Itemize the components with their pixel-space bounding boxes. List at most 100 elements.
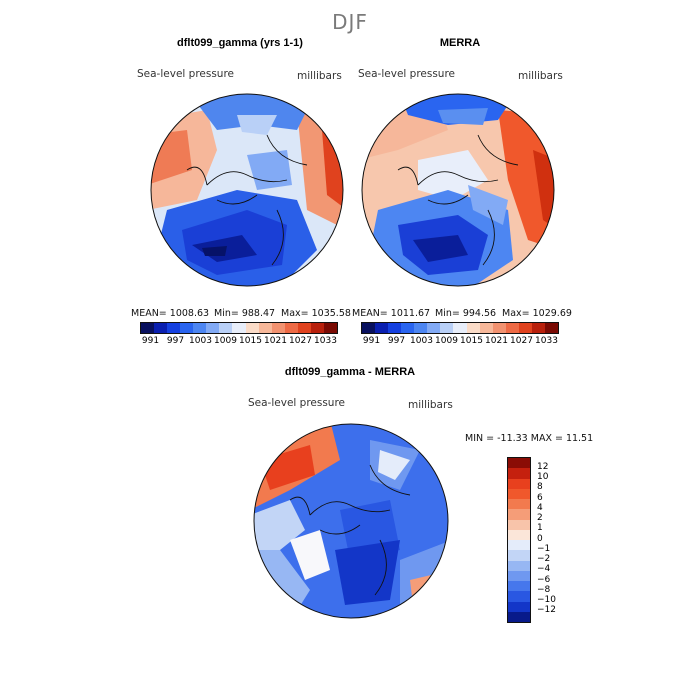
colorbar-tick-label: 991 [141, 336, 160, 346]
panel-2-title: MERRA [439, 37, 481, 49]
colorbar-swatch [206, 323, 220, 333]
colorbar-tick-label: 2 [537, 513, 543, 523]
colorbar-tick-label: −12 [537, 605, 556, 616]
colorbar-swatch [479, 323, 493, 333]
panel-1-colorbar [140, 322, 338, 334]
colorbar-swatch [508, 611, 530, 622]
colorbar-swatch [232, 323, 246, 333]
panel-1-mean: MEAN= 1008.63 [131, 308, 210, 319]
colorbar-swatch [508, 509, 530, 520]
colorbar-tick-label: 6 [537, 492, 543, 503]
colorbar-tick-label: 1027 [289, 336, 312, 346]
colorbar-swatch [414, 323, 428, 333]
colorbar-swatch [508, 560, 530, 571]
colorbar-swatch [375, 323, 389, 333]
colorbar-swatch [167, 323, 181, 333]
colorbar-swatch [310, 323, 324, 333]
colorbar-swatch [508, 550, 530, 561]
panel-2-min: Min= 994.56 [435, 308, 497, 319]
colorbar-swatch [508, 468, 530, 479]
colorbar-swatch [508, 458, 530, 469]
colorbar-swatch [544, 323, 558, 333]
colorbar-tick-label: 997 [387, 336, 406, 346]
colorbar-tick-label: 4 [537, 502, 543, 513]
panel-1-units-label: millibars [297, 70, 342, 82]
panel-1-map [150, 93, 344, 287]
colorbar-tick-label: 0 [537, 533, 543, 544]
colorbar-swatch [323, 323, 337, 333]
colorbar-swatch [258, 323, 272, 333]
colorbar-swatch [531, 323, 545, 333]
colorbar-swatch [245, 323, 259, 333]
colorbar-tick-label: −1 [537, 543, 551, 554]
colorbar-swatch [492, 323, 506, 333]
panel-1-title: dflt099_gamma (yrs 1-1) [177, 37, 303, 49]
colorbar-tick-label: 12 [537, 461, 549, 472]
colorbar-tick-label: 1033 [535, 336, 558, 346]
colorbar-swatch [508, 581, 530, 592]
panel-2-units-label: millibars [518, 70, 563, 82]
colorbar-tick-label: 1003 [189, 336, 212, 346]
colorbar-swatch [427, 323, 441, 333]
colorbar-tick-label: 1027 [510, 336, 533, 346]
colorbar-swatch [508, 478, 530, 489]
colorbar-swatch [141, 323, 155, 333]
colorbar-swatch [271, 323, 285, 333]
colorbar-swatch [453, 323, 467, 333]
colorbar-tick-label: −6 [537, 574, 551, 585]
colorbar-swatch [505, 323, 519, 333]
colorbar-tick-label: 10 [537, 472, 549, 482]
colorbar-tick-label: 991 [362, 336, 381, 346]
colorbar-swatch [193, 323, 207, 333]
season-title: DJF [332, 10, 368, 34]
colorbar-tick-label: 1021 [264, 336, 287, 346]
colorbar-tick-label: −2 [537, 554, 551, 564]
colorbar-tick-label: 8 [537, 482, 543, 493]
colorbar-swatch [508, 540, 530, 551]
panel-1-max: Max= 1035.58 [281, 308, 351, 319]
colorbar-swatch [401, 323, 415, 333]
colorbar-swatch [362, 323, 376, 333]
colorbar-tick-label: 1009 [214, 336, 237, 346]
panel-3-units-label: millibars [408, 399, 453, 411]
panel-2-colorbar-ticks: 991 997 1003 1009 1015 1021 1027 1033 [359, 336, 559, 346]
colorbar-tick-label: 1033 [314, 336, 337, 346]
colorbar-swatch [297, 323, 311, 333]
panel-2-map [361, 93, 555, 287]
colorbar-swatch [466, 323, 480, 333]
colorbar-swatch [440, 323, 454, 333]
colorbar-swatch [388, 323, 402, 333]
panel-2-max: Max= 1029.69 [502, 308, 572, 319]
panel-3-minmax: MIN = -11.33 MAX = 11.51 [465, 433, 594, 444]
panel-3-variable-label: Sea-level pressure [248, 397, 346, 409]
panel-1-colorbar-ticks: 991 997 1003 1009 1015 1021 1027 1033 [138, 336, 338, 346]
panel-1-variable-label: Sea-level pressure [137, 68, 235, 80]
panel-3-map [253, 423, 449, 619]
panel-2-mean: MEAN= 1011.67 [352, 308, 431, 319]
panel-2-colorbar [361, 322, 559, 334]
colorbar-tick-label: 1 [537, 523, 543, 534]
colorbar-swatch [508, 488, 530, 499]
colorbar-tick-label: −4 [537, 564, 551, 575]
colorbar-swatch [219, 323, 233, 333]
colorbar-swatch [508, 499, 530, 510]
colorbar-swatch [508, 570, 530, 581]
colorbar-swatch [508, 601, 530, 612]
colorbar-swatch [508, 519, 530, 530]
colorbar-tick-label: 1009 [435, 336, 458, 346]
difference-colorbar [507, 457, 531, 623]
colorbar-swatch [154, 323, 168, 333]
colorbar-swatch [284, 323, 298, 333]
colorbar-tick-label: 997 [166, 336, 185, 346]
panel-3-title: dflt099_gamma - MERRA [284, 366, 416, 378]
colorbar-swatch [180, 323, 194, 333]
colorbar-swatch [518, 323, 532, 333]
colorbar-swatch [508, 529, 530, 540]
colorbar-tick-label: 1021 [485, 336, 508, 346]
colorbar-tick-label: −10 [537, 595, 556, 605]
panel-2-variable-label: Sea-level pressure [358, 68, 456, 80]
colorbar-tick-label: −8 [537, 584, 551, 595]
colorbar-swatch [508, 591, 530, 602]
colorbar-tick-label: 1015 [239, 336, 262, 346]
colorbar-tick-label: 1015 [460, 336, 483, 346]
